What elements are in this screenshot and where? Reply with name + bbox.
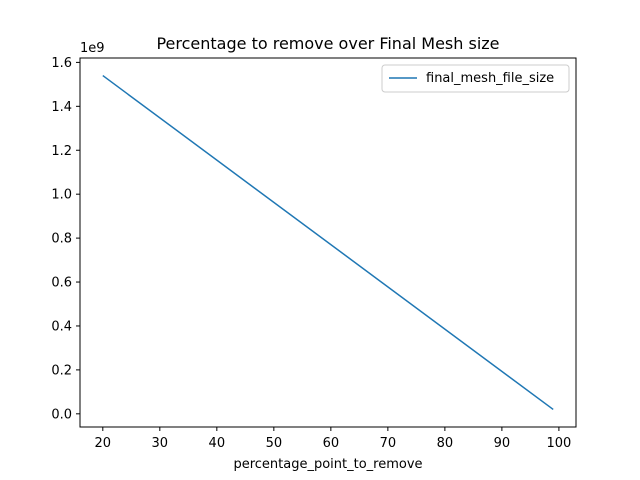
x-tick-label: 20 xyxy=(95,436,112,451)
x-axis-ticks: 20 30 40 50 60 70 80 90 100 xyxy=(95,427,571,451)
y-tick-label: 0.6 xyxy=(51,276,72,291)
y-tick-label: 0.0 xyxy=(51,407,72,422)
x-tick-label: 40 xyxy=(209,436,226,451)
x-tick-label: 60 xyxy=(323,436,340,451)
y-tick-label: 1.0 xyxy=(51,188,72,203)
legend: final_mesh_file_size xyxy=(381,64,570,93)
series-layer xyxy=(102,74,554,411)
legend-box xyxy=(381,64,570,93)
plot-frame xyxy=(79,57,577,428)
y-tick-label: 0.8 xyxy=(51,232,72,247)
y-offset-label: 1e9 xyxy=(80,41,105,56)
x-tick-label: 50 xyxy=(266,436,283,451)
y-axis-ticks: 0.0 0.2 0.4 0.6 0.8 1.0 1.2 1.4 1.6 xyxy=(51,56,80,422)
x-tick-label: 100 xyxy=(546,436,571,451)
chart-title: Percentage to remove over Final Mesh siz… xyxy=(156,34,499,53)
y-tick-label: 0.2 xyxy=(51,363,72,378)
x-tick-label: 70 xyxy=(380,436,397,451)
series-line-final-mesh-file-size xyxy=(102,74,554,411)
x-axis-label: percentage_point_to_remove xyxy=(233,457,422,472)
y-tick-label: 1.2 xyxy=(51,144,72,159)
y-tick-label: 1.4 xyxy=(51,100,72,115)
x-tick-label: 80 xyxy=(437,436,454,451)
x-tick-label: 30 xyxy=(152,436,169,451)
x-tick-label: 90 xyxy=(494,436,511,451)
legend-entry-label: final_mesh_file_size xyxy=(426,71,554,86)
y-tick-label: 1.6 xyxy=(51,56,72,71)
y-tick-label: 0.4 xyxy=(51,319,72,334)
